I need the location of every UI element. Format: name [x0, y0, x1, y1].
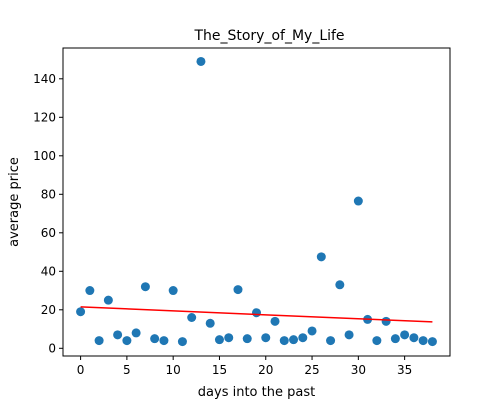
y-tick-label: 140	[33, 72, 56, 86]
y-tick-label: 80	[41, 187, 56, 201]
x-tick-label: 20	[258, 363, 273, 377]
data-point	[150, 334, 160, 344]
data-point	[298, 333, 308, 343]
data-point	[427, 337, 437, 347]
data-point	[242, 334, 252, 344]
data-point	[103, 295, 113, 305]
x-tick-label: 10	[166, 363, 181, 377]
x-tick-label: 25	[304, 363, 319, 377]
data-point	[214, 335, 224, 345]
data-point	[187, 313, 197, 322]
data-point	[233, 285, 243, 295]
x-tick-label: 5	[123, 363, 131, 377]
data-point	[326, 336, 336, 346]
y-tick-label: 60	[41, 226, 56, 240]
y-tick-label: 40	[41, 264, 56, 278]
x-axis-ticks: 0 5 10 15 20 25 30 35	[77, 356, 412, 377]
data-point	[85, 286, 95, 296]
data-point	[261, 333, 271, 343]
plot-marks	[76, 56, 437, 347]
data-point	[140, 282, 150, 292]
data-point	[335, 280, 345, 290]
data-point	[353, 196, 363, 206]
data-point	[307, 326, 317, 336]
data-point	[94, 336, 104, 346]
data-point	[224, 333, 234, 343]
trend-line	[80, 306, 433, 323]
data-point	[279, 336, 289, 346]
x-tick-label: 30	[351, 363, 366, 377]
y-axis-ticks: 0 20 40 60 80 100 120 140	[33, 72, 63, 355]
data-point	[205, 318, 215, 328]
x-tick-label: 0	[77, 363, 85, 377]
data-point	[390, 334, 400, 344]
x-tick-label: 35	[397, 363, 412, 377]
data-point	[270, 316, 280, 326]
data-point	[196, 56, 206, 66]
y-axis-label: average price	[7, 157, 22, 247]
x-tick-label: 15	[212, 363, 227, 377]
y-tick-label: 0	[48, 341, 56, 355]
y-tick-label: 100	[33, 149, 56, 163]
data-point	[113, 330, 123, 340]
data-point	[122, 336, 132, 346]
data-point	[372, 336, 382, 346]
x-axis-label: days into the past	[198, 385, 315, 400]
data-point	[131, 328, 141, 338]
plot-frame	[62, 47, 451, 357]
data-point	[344, 330, 354, 340]
data-point	[168, 286, 178, 296]
data-point	[177, 337, 187, 347]
data-point	[381, 316, 391, 326]
data-point	[252, 308, 261, 318]
data-point	[418, 336, 428, 346]
data-point	[76, 307, 86, 317]
data-point	[289, 335, 299, 345]
data-point	[400, 330, 410, 340]
chart-title: The_Story_of_My_Life	[193, 28, 344, 44]
y-tick-label: 20	[41, 303, 56, 317]
data-point	[316, 252, 326, 262]
data-point	[409, 333, 419, 343]
data-point	[159, 336, 169, 346]
y-tick-label: 120	[33, 110, 56, 124]
